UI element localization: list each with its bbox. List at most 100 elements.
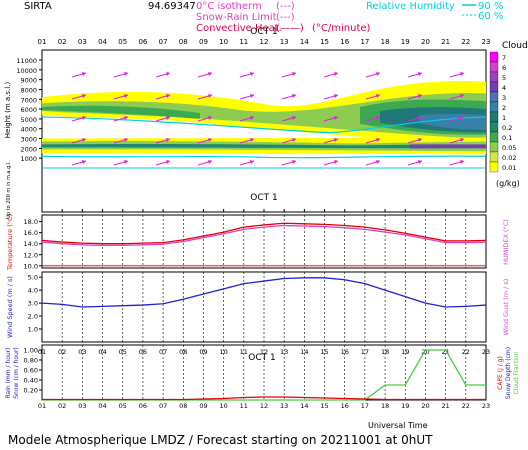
y-tick-label: 2.0: [28, 313, 38, 321]
wind-speed-axis-label: Wind Speed (m / s): [6, 276, 14, 338]
y-tick-label: 1.00: [24, 347, 38, 355]
y-tick-label: 14.0: [24, 240, 38, 248]
bottom-x-tick-label: 17: [361, 402, 369, 410]
top-tick-label: 12: [260, 38, 269, 46]
y-tick-label: 10.0: [24, 262, 38, 270]
colorbar-level-label: 0.05: [502, 144, 516, 152]
colorbar-title: Clouds: [502, 41, 528, 51]
wind-arrow-head: [250, 94, 254, 98]
top-tick-label: 19: [401, 38, 410, 46]
colorbar-swatch: [489, 101, 499, 113]
wind-arrow-head: [166, 116, 170, 120]
height-tick-label: 7000: [20, 96, 37, 104]
panel-x-tick-label: 04: [98, 348, 106, 356]
wind-arrow-head: [166, 72, 170, 76]
panel-x-tick-label: 16: [341, 348, 349, 356]
panel-x-tick-label: 10: [219, 348, 227, 356]
bottom-x-tick-label: 02: [58, 402, 66, 410]
colorbar-level-label: 7: [502, 54, 506, 62]
top-tick-label: 21: [441, 38, 450, 46]
bottom-x-tick-label: 05: [119, 402, 127, 410]
cloud-colorbar: Clouds 0.01 0.02 0.05 0.1 0.2 1 2 3 4 5 6 7 (g/kg): [489, 41, 528, 188]
wind-arrow-head: [292, 160, 296, 164]
top-tick-label: 17: [360, 38, 369, 46]
cloud-fraction-axis-label: Cloud Fraction: [513, 351, 520, 394]
panel-x-tick-label: 22: [462, 348, 470, 356]
colorbar-swatch: [489, 131, 499, 143]
coords-label: 94.69347: [148, 1, 196, 12]
bottom-x-tick-label: 07: [159, 402, 167, 410]
panel-x-tick-label: 12: [260, 348, 268, 356]
wind-arrow-head: [334, 160, 338, 164]
panel-x-tick-label: 14: [300, 348, 308, 356]
top-tick-label: 22: [461, 38, 470, 46]
lower-axis-label: Up to 200 m in m.a.g.l.: [6, 161, 12, 219]
wind-arrow-head: [376, 138, 380, 142]
legend-left: 0°C isotherm (---)Snow-Rain Limit (---)Con…: [196, 1, 371, 34]
wind-arrow-head: [292, 94, 296, 98]
p3-frame: [41, 271, 487, 343]
temperature-axis-label: Temperature (°C): [6, 214, 14, 271]
colorbar-level-label: 2: [502, 104, 506, 112]
wind-arrow-head: [208, 138, 212, 142]
series-line: [41, 277, 487, 308]
temperature-panel: 10.0 12.0 14.0 16.0 18.0 Temperature (°C) HUMI…: [6, 214, 510, 271]
model-caption: Modele Atmospherique LMDZ / Forecast sta…: [8, 433, 433, 447]
legend-left-symbol: (---): [276, 12, 295, 23]
rh-90-label: 90 %: [478, 1, 503, 12]
y-tick-label: 0.20: [24, 387, 38, 395]
wind-arrow-head: [82, 116, 86, 120]
bottom-x-tick-label: 10: [219, 402, 227, 410]
wind-arrow-head: [124, 72, 128, 76]
bottom-x-tick-label: 21: [441, 402, 449, 410]
legend-right: Relative Humidity 90 %60 %: [366, 1, 503, 22]
bottom-x-tick-label: 01: [38, 402, 46, 410]
wind-gust-axis-label: Wind Gust (m / s): [502, 279, 510, 336]
colorbar-level-label: 4: [502, 84, 506, 92]
top-tick-label: 23: [482, 38, 491, 46]
cloud-panel: 1000200030004000500060007000800090001000…: [4, 49, 487, 219]
colorbar-level-label: 5: [502, 74, 506, 82]
top-tick-label: 02: [58, 38, 67, 46]
wind-arrow-head: [82, 160, 86, 164]
y-tick-label: 5.0: [28, 274, 38, 282]
wind-arrow-head: [82, 72, 86, 76]
wind-arrow-head: [124, 138, 128, 142]
height-tick-label: 4000: [20, 126, 37, 134]
colorbar-level-label: 6: [502, 64, 506, 72]
colorbar-unit: (g/kg): [496, 179, 520, 188]
panel-x-tick-label: 17: [361, 348, 369, 356]
colorbar-swatch: [489, 141, 499, 153]
height-tick-label: 6000: [20, 106, 37, 114]
rh-contour: [41, 116, 487, 134]
bottom-x-tick-label: 15: [320, 402, 328, 410]
y-tick-label: 0.40: [24, 377, 38, 385]
wind-arrow-head: [166, 138, 170, 142]
series-line: [41, 222, 487, 245]
panel-x-tick-label: 06: [139, 348, 147, 356]
wind-arrow-head: [250, 72, 254, 76]
panel-x-tick-label: 09: [199, 348, 207, 356]
cloud-water-area: [42, 144, 440, 149]
top-tick-label: 11: [239, 38, 248, 46]
wind-panel: 1.0 2.0 3.0 4.0 5.0 Wind Speed (m / s) Wind Gu…: [6, 271, 510, 343]
station-label: SIRTA: [24, 1, 52, 12]
panel-x-tick-label: 05: [119, 348, 127, 356]
bottom-x-tick-label: 06: [139, 402, 147, 410]
top-tick-label: 14: [300, 38, 309, 46]
wind-arrow-head: [376, 94, 380, 98]
panel-x-tick-label: 15: [320, 348, 328, 356]
top-date-label: OCT 1: [250, 27, 277, 37]
panel-x-tick-label: 08: [179, 348, 187, 356]
colorbar-swatch: [489, 71, 499, 83]
top-tick-label: 09: [199, 38, 208, 46]
wind-arrow-head: [418, 138, 422, 142]
time-axis-label: Universal Time: [368, 421, 428, 430]
snow-depth-axis-label: Snow Depth (cm): [505, 347, 512, 399]
panel-x-tick-label: 21: [441, 348, 449, 356]
wind-arrow-head: [376, 72, 380, 76]
cloud-date-label: OCT 1: [250, 193, 277, 203]
colorbar-swatch: [489, 111, 499, 123]
height-tick-label: 3000: [20, 136, 37, 144]
